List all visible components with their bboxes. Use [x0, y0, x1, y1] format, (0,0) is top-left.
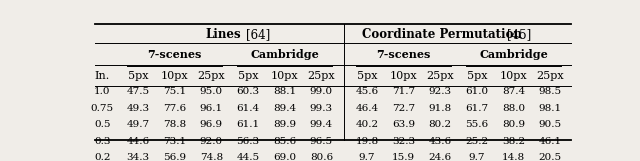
Text: 10px: 10px — [271, 71, 298, 81]
Text: 25px: 25px — [536, 71, 564, 81]
Text: 10px: 10px — [500, 71, 527, 81]
Text: 56.9: 56.9 — [163, 153, 186, 161]
Text: 88.0: 88.0 — [502, 104, 525, 113]
Text: 78.8: 78.8 — [163, 120, 186, 129]
Text: 40.2: 40.2 — [355, 120, 378, 129]
Text: 98.5: 98.5 — [539, 87, 562, 96]
Text: 20.5: 20.5 — [539, 153, 562, 161]
Text: 7-scenes: 7-scenes — [376, 49, 431, 60]
Text: 71.7: 71.7 — [392, 87, 415, 96]
Text: Cambridge: Cambridge — [250, 49, 319, 60]
Text: 25px: 25px — [307, 71, 335, 81]
Text: 19.8: 19.8 — [355, 137, 378, 146]
Text: 49.7: 49.7 — [127, 120, 150, 129]
Text: 91.8: 91.8 — [429, 104, 452, 113]
Text: 60.3: 60.3 — [236, 87, 260, 96]
Text: 46.4: 46.4 — [355, 104, 378, 113]
Text: 75.1: 75.1 — [163, 87, 186, 96]
Text: 9.7: 9.7 — [468, 153, 485, 161]
Text: 34.3: 34.3 — [127, 153, 150, 161]
Text: 89.4: 89.4 — [273, 104, 296, 113]
Text: [45]: [45] — [507, 28, 531, 41]
Text: 96.1: 96.1 — [200, 104, 223, 113]
Text: 80.6: 80.6 — [310, 153, 333, 161]
Text: 61.1: 61.1 — [236, 120, 260, 129]
Text: 90.5: 90.5 — [539, 120, 562, 129]
Text: 56.3: 56.3 — [236, 137, 260, 146]
Text: 80.9: 80.9 — [502, 120, 525, 129]
Text: 95.0: 95.0 — [200, 87, 223, 96]
Text: 98.1: 98.1 — [539, 104, 562, 113]
Text: 5px: 5px — [128, 71, 148, 81]
Text: 73.1: 73.1 — [163, 137, 186, 146]
Text: 43.6: 43.6 — [429, 137, 452, 146]
Text: 63.9: 63.9 — [392, 120, 415, 129]
Text: 99.3: 99.3 — [310, 104, 333, 113]
Text: 72.7: 72.7 — [392, 104, 415, 113]
Text: 45.6: 45.6 — [355, 87, 378, 96]
Text: 92.0: 92.0 — [200, 137, 223, 146]
Text: 10px: 10px — [390, 71, 417, 81]
Text: [64]: [64] — [246, 28, 270, 41]
Text: 88.1: 88.1 — [273, 87, 296, 96]
Text: 44.5: 44.5 — [236, 153, 260, 161]
Text: Lines: Lines — [205, 28, 241, 41]
Text: 0.2: 0.2 — [94, 153, 111, 161]
Text: 0.3: 0.3 — [94, 137, 111, 146]
Text: 5px: 5px — [467, 71, 487, 81]
Text: 74.8: 74.8 — [200, 153, 223, 161]
Text: Cambridge: Cambridge — [479, 49, 548, 60]
Text: 80.2: 80.2 — [429, 120, 452, 129]
Text: 69.0: 69.0 — [273, 153, 296, 161]
Text: 24.6: 24.6 — [429, 153, 452, 161]
Text: 89.9: 89.9 — [273, 120, 296, 129]
Text: 7-scenes: 7-scenes — [147, 49, 202, 60]
Text: 44.6: 44.6 — [127, 137, 150, 146]
Text: 99.0: 99.0 — [310, 87, 333, 96]
Text: 96.5: 96.5 — [310, 137, 333, 146]
Text: 46.1: 46.1 — [539, 137, 562, 146]
Text: 0.75: 0.75 — [91, 104, 114, 113]
Text: 25px: 25px — [198, 71, 225, 81]
Text: 5px: 5px — [237, 71, 259, 81]
Text: 61.0: 61.0 — [465, 87, 488, 96]
Text: 25.2: 25.2 — [465, 137, 488, 146]
Text: 96.9: 96.9 — [200, 120, 223, 129]
Text: 10px: 10px — [161, 71, 189, 81]
Text: 61.7: 61.7 — [465, 104, 488, 113]
Text: 77.6: 77.6 — [163, 104, 186, 113]
Text: 49.3: 49.3 — [127, 104, 150, 113]
Text: In.: In. — [95, 71, 110, 81]
Text: 99.4: 99.4 — [310, 120, 333, 129]
Text: 47.5: 47.5 — [127, 87, 150, 96]
Text: 1.0: 1.0 — [94, 87, 111, 96]
Text: 32.3: 32.3 — [392, 137, 415, 146]
Text: 25px: 25px — [426, 71, 454, 81]
Text: 0.5: 0.5 — [94, 120, 111, 129]
Text: 9.7: 9.7 — [358, 153, 375, 161]
Text: 61.4: 61.4 — [236, 104, 260, 113]
Text: 15.9: 15.9 — [392, 153, 415, 161]
Text: 14.8: 14.8 — [502, 153, 525, 161]
Text: 92.3: 92.3 — [429, 87, 452, 96]
Text: 38.2: 38.2 — [502, 137, 525, 146]
Text: 55.6: 55.6 — [465, 120, 488, 129]
Text: 87.4: 87.4 — [502, 87, 525, 96]
Text: 85.6: 85.6 — [273, 137, 296, 146]
Text: Coordinate Permutation: Coordinate Permutation — [362, 28, 522, 41]
Text: 5px: 5px — [356, 71, 377, 81]
